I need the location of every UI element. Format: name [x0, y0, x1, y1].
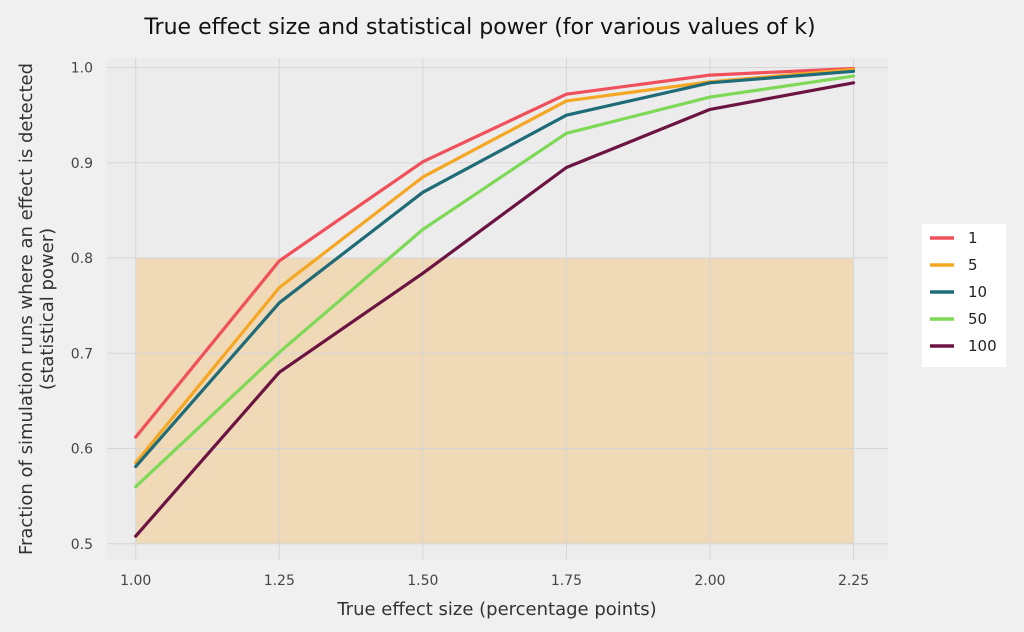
- series-line-1: [134, 66, 856, 439]
- x-tick-label: 1.00: [120, 573, 151, 589]
- legend-label-1: 1: [968, 229, 978, 247]
- legend: 1 5 10 50 100: [922, 224, 1006, 367]
- series-line-100: [134, 81, 856, 538]
- shaded-rectangle: [135, 258, 854, 544]
- y-tick-label: 0.6: [71, 442, 93, 458]
- y-tick-label: 0.8: [71, 251, 93, 267]
- x-axis-ticks: 1.00 1.25 1.50 1.75 2.00 2.25: [120, 573, 869, 589]
- y-axis-ticks: 0.5 0.6 0.7 0.8 0.9 1.0: [71, 61, 93, 553]
- legend-label-50: 50: [968, 310, 987, 328]
- legend-label-100: 100: [968, 337, 997, 355]
- legend-background: [922, 224, 1006, 367]
- chart-title: True effect size and statistical power (…: [143, 15, 815, 40]
- series-line-10: [134, 69, 856, 469]
- x-tick-label: 2.25: [838, 573, 869, 589]
- legend-label-5: 5: [968, 256, 978, 274]
- y-tick-label: 1.0: [71, 61, 93, 77]
- x-tick-label: 1.25: [264, 573, 295, 589]
- y-axis-title-line-1: Fraction of simulation runs where an eff…: [16, 63, 37, 555]
- y-tick-label: 0.9: [71, 156, 93, 172]
- gridlines: [107, 58, 888, 560]
- x-tick-label: 1.75: [551, 573, 582, 589]
- y-tick-label: 0.5: [71, 537, 93, 553]
- y-axis-title: Fraction of simulation runs where an eff…: [16, 63, 58, 555]
- y-tick-label: 0.7: [71, 346, 93, 362]
- x-tick-label: 1.50: [407, 573, 438, 589]
- series-lines: [134, 66, 856, 538]
- x-tick-label: 2.00: [694, 573, 725, 589]
- shaded-region: [135, 258, 854, 544]
- series-line-50: [134, 74, 856, 489]
- legend-label-10: 10: [968, 283, 987, 301]
- y-axis-title-line-2: (statistical power): [37, 228, 58, 390]
- x-axis-title: True effect size (percentage points): [336, 599, 656, 620]
